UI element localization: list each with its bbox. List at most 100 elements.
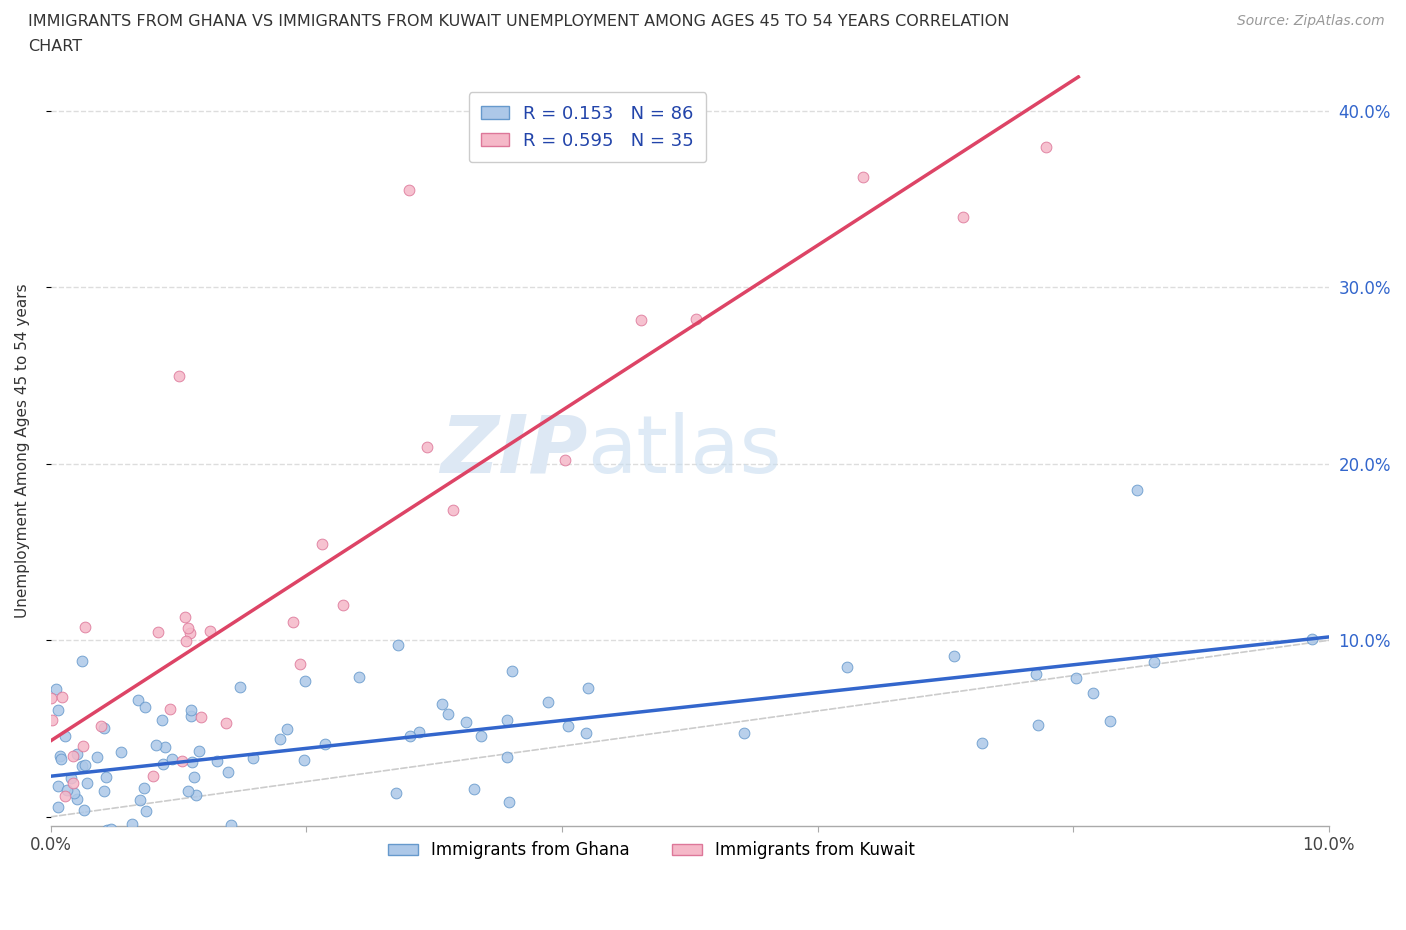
Point bbox=[242, 751, 264, 765]
Point bbox=[72, 739, 94, 754]
Point bbox=[41, 691, 63, 706]
Point bbox=[49, 751, 72, 766]
Point bbox=[172, 753, 194, 768]
Point bbox=[179, 626, 201, 641]
Point bbox=[1301, 631, 1323, 646]
Point bbox=[219, 817, 242, 832]
Point bbox=[416, 439, 439, 454]
Point bbox=[456, 715, 478, 730]
Point bbox=[852, 170, 875, 185]
Point bbox=[100, 822, 122, 837]
Text: IMMIGRANTS FROM GHANA VS IMMIGRANTS FROM KUWAIT UNEMPLOYMENT AMONG AGES 45 TO 54: IMMIGRANTS FROM GHANA VS IMMIGRANTS FROM… bbox=[28, 14, 1010, 29]
Point bbox=[66, 747, 89, 762]
Point bbox=[1035, 140, 1057, 154]
Point bbox=[70, 850, 93, 865]
Point bbox=[430, 697, 453, 711]
Point bbox=[557, 719, 579, 734]
Point bbox=[554, 452, 576, 467]
Point bbox=[952, 209, 974, 224]
Point bbox=[281, 615, 304, 630]
Point bbox=[180, 702, 202, 717]
Point bbox=[630, 312, 652, 327]
Point bbox=[141, 769, 163, 784]
Text: CHART: CHART bbox=[28, 39, 82, 54]
Point bbox=[63, 785, 86, 800]
Point bbox=[536, 695, 558, 710]
Point bbox=[76, 775, 98, 790]
Point bbox=[41, 712, 63, 727]
Point bbox=[399, 728, 422, 743]
Point bbox=[66, 791, 89, 806]
Point bbox=[150, 712, 173, 727]
Point bbox=[187, 744, 209, 759]
Text: atlas: atlas bbox=[588, 412, 782, 489]
Point bbox=[167, 368, 190, 383]
Point bbox=[1098, 714, 1121, 729]
Point bbox=[90, 718, 112, 733]
Point bbox=[174, 633, 197, 648]
Point bbox=[55, 782, 77, 797]
Point bbox=[575, 725, 598, 740]
Point bbox=[1025, 667, 1047, 682]
Point bbox=[52, 825, 75, 840]
Point bbox=[198, 624, 221, 639]
Point bbox=[53, 789, 76, 804]
Point bbox=[217, 764, 239, 779]
Point bbox=[1026, 717, 1049, 732]
Point bbox=[190, 710, 212, 724]
Point bbox=[160, 751, 183, 766]
Point bbox=[290, 657, 312, 671]
Point bbox=[207, 753, 229, 768]
Point bbox=[70, 759, 93, 774]
Point bbox=[134, 699, 156, 714]
Point bbox=[62, 776, 84, 790]
Point bbox=[96, 823, 118, 838]
Point bbox=[441, 503, 464, 518]
Point bbox=[292, 753, 315, 768]
Text: Source: ZipAtlas.com: Source: ZipAtlas.com bbox=[1237, 14, 1385, 28]
Point bbox=[45, 682, 67, 697]
Point bbox=[470, 728, 492, 743]
Point bbox=[294, 674, 316, 689]
Point bbox=[332, 597, 354, 612]
Point bbox=[62, 749, 84, 764]
Point bbox=[70, 654, 93, 669]
Point bbox=[180, 709, 202, 724]
Point bbox=[495, 750, 517, 764]
Point bbox=[121, 817, 143, 831]
Point bbox=[75, 619, 97, 634]
Point bbox=[177, 620, 200, 635]
Point bbox=[145, 738, 167, 753]
Point bbox=[42, 854, 65, 869]
Point bbox=[46, 703, 69, 718]
Point bbox=[73, 758, 96, 773]
Point bbox=[349, 670, 371, 684]
Point bbox=[180, 754, 202, 769]
Point bbox=[1081, 686, 1104, 701]
Point bbox=[276, 722, 298, 737]
Point bbox=[159, 701, 181, 716]
Point bbox=[498, 795, 520, 810]
Point bbox=[110, 744, 132, 759]
Point bbox=[93, 720, 115, 735]
Point bbox=[128, 792, 150, 807]
Point bbox=[733, 725, 755, 740]
Point bbox=[1126, 483, 1149, 498]
Point bbox=[127, 692, 149, 707]
Point bbox=[972, 736, 994, 751]
Point bbox=[943, 648, 966, 663]
Point bbox=[53, 729, 76, 744]
Point bbox=[1143, 655, 1166, 670]
Point bbox=[387, 637, 409, 652]
Point bbox=[501, 664, 523, 679]
Point bbox=[93, 783, 115, 798]
Point bbox=[437, 707, 460, 722]
Point bbox=[97, 844, 120, 859]
Point bbox=[463, 782, 485, 797]
Point bbox=[148, 625, 170, 640]
Point bbox=[173, 609, 195, 624]
Point bbox=[51, 689, 73, 704]
Point bbox=[96, 770, 118, 785]
Point bbox=[153, 739, 176, 754]
Point bbox=[59, 771, 82, 786]
